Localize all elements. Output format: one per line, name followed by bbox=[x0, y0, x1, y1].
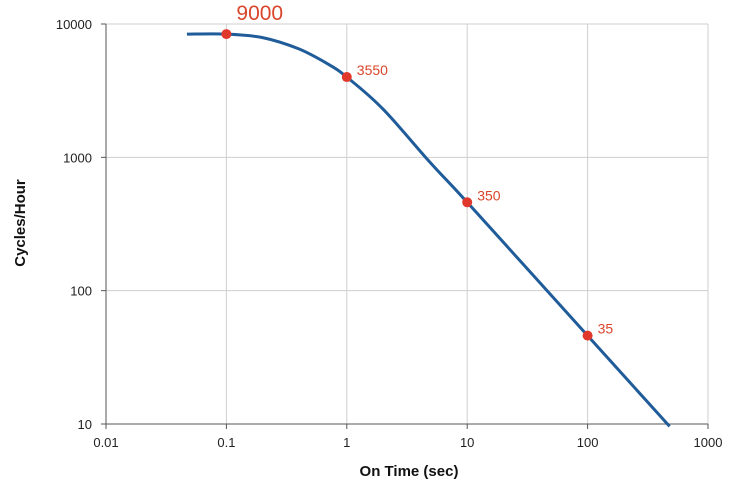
data-label: 3550 bbox=[357, 62, 388, 78]
data-point bbox=[462, 197, 473, 208]
grid bbox=[106, 23, 709, 424]
data-point bbox=[582, 330, 593, 341]
y-tick-label: 1000 bbox=[63, 150, 92, 165]
x-tick-label: 10 bbox=[460, 435, 474, 450]
y-tick-label: 10 bbox=[78, 417, 92, 432]
x-tick-label: 1 bbox=[343, 435, 350, 450]
data-point bbox=[221, 29, 232, 40]
data-label: 350 bbox=[477, 187, 501, 203]
y-tick-label: 100 bbox=[70, 284, 92, 299]
data-label: 9000 bbox=[236, 2, 283, 25]
x-tick-label: 1000 bbox=[694, 435, 723, 450]
data-label: 35 bbox=[598, 321, 614, 337]
series-layer bbox=[186, 32, 671, 428]
data-point bbox=[341, 72, 352, 83]
y-axis-title: Cycles/Hour bbox=[12, 179, 29, 267]
x-tick-label: 0.01 bbox=[93, 435, 118, 450]
data-points: 9000 3550 350 35 bbox=[221, 2, 613, 341]
x-tick-label: 0.1 bbox=[217, 435, 235, 450]
tick-labels: 0.01 0.1 1 10 100 1000 10 100 1000 10000 bbox=[56, 17, 723, 450]
series-line bbox=[186, 32, 671, 428]
x-axis-title: On Time (sec) bbox=[360, 463, 459, 480]
axes bbox=[101, 23, 709, 429]
x-tick-label: 100 bbox=[577, 435, 599, 450]
y-tick-label: 10000 bbox=[56, 17, 92, 32]
